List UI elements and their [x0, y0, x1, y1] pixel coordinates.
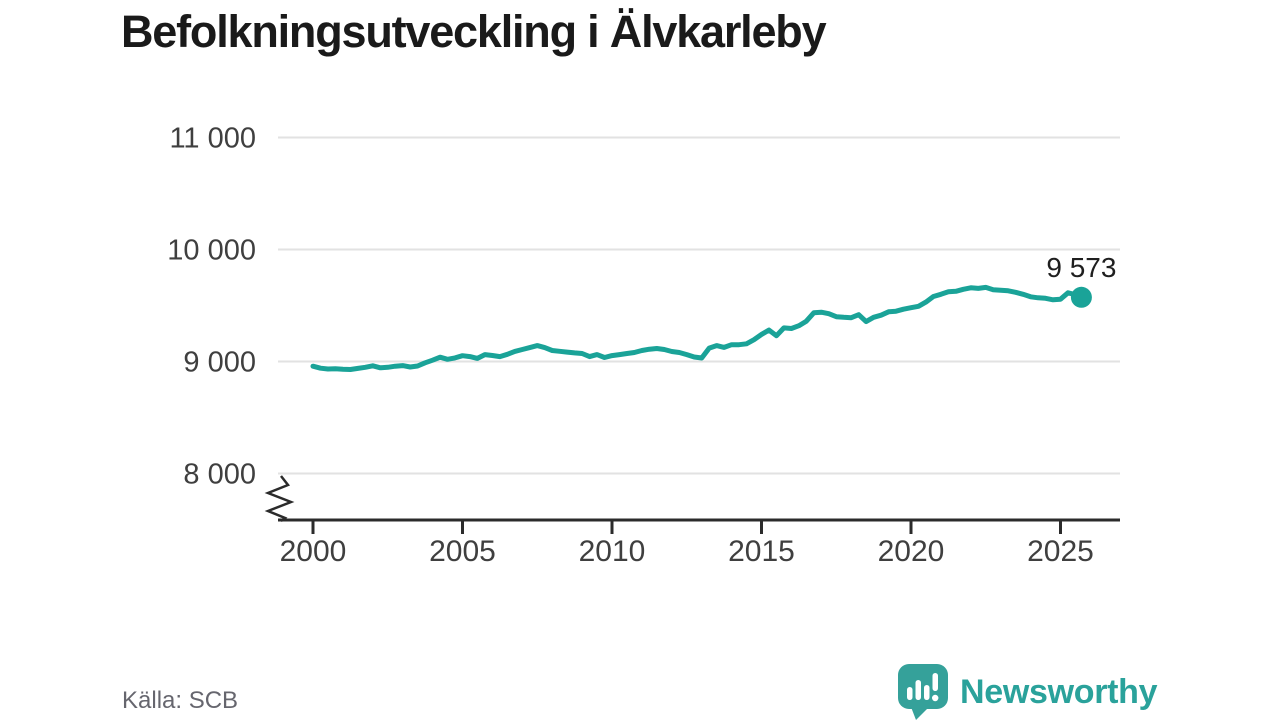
newsworthy-logo-icon: [898, 664, 948, 720]
logo-exclamation-bar: [932, 673, 938, 691]
x-tick-label: 2010: [579, 535, 646, 568]
source-label: Källa: SCB: [122, 687, 239, 714]
x-tick-label: 2005: [429, 535, 496, 568]
x-tick-label: 2025: [1027, 535, 1094, 568]
logo-bubble-tail: [911, 707, 929, 720]
y-tick-label: 8 000: [183, 459, 256, 491]
x-tick-label: 2015: [728, 535, 795, 568]
y-tick-label: 10 000: [167, 235, 256, 267]
axis-break-icon: [264, 475, 295, 522]
endpoint-label: 9 573: [1046, 252, 1116, 283]
logo-bar-3: [924, 685, 930, 700]
x-tick-label: 2020: [878, 535, 945, 568]
newsworthy-logo: Newsworthy: [897, 663, 1158, 720]
x-tick-label: 2000: [280, 535, 347, 568]
logo-exclamation-dot: [932, 694, 939, 702]
y-tick-label: 9 000: [183, 347, 256, 379]
endpoint-dot: [1070, 286, 1092, 308]
y-tick-label: 11 000: [169, 123, 256, 155]
logo-bubble: [898, 664, 948, 709]
logo-bar-2: [915, 680, 921, 700]
population-line: [310, 284, 1084, 372]
logo-bar-1: [907, 687, 913, 700]
newsworthy-brand-text: Newsworthy: [960, 672, 1158, 711]
page-title: Befolkningsutveckling i Älvkarleby: [121, 6, 827, 57]
